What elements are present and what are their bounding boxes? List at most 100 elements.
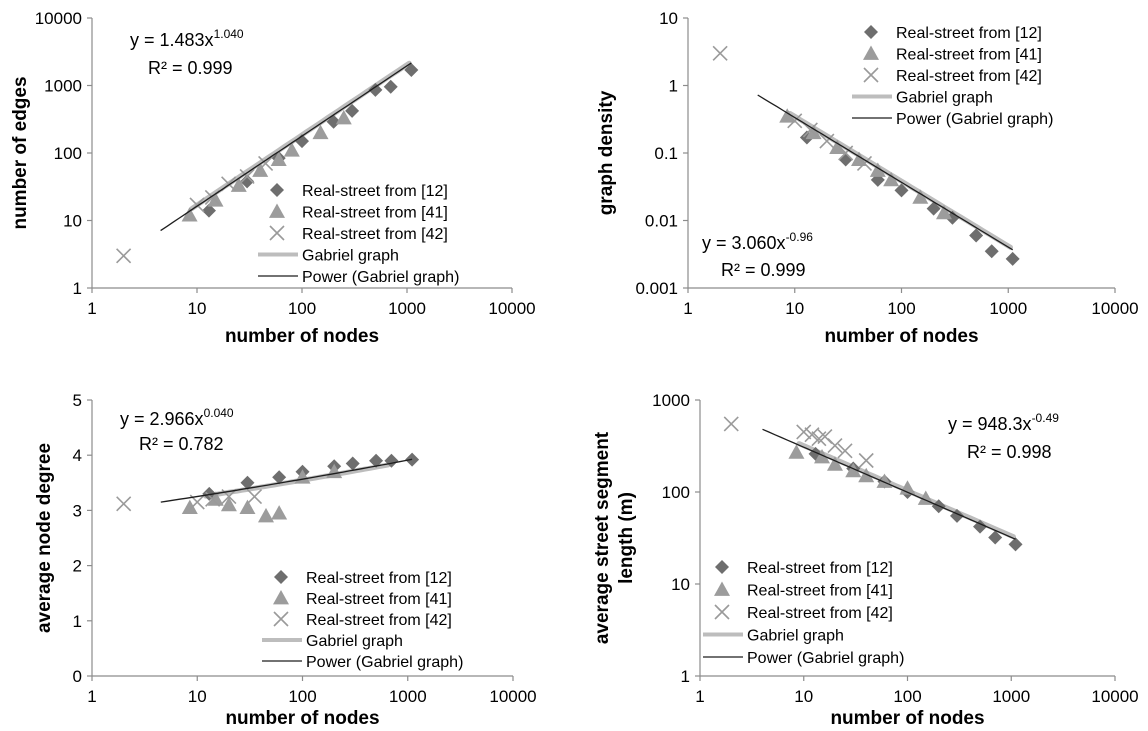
series-12-point: [240, 174, 255, 189]
series-42-point: [856, 155, 873, 172]
series-41-point: [845, 462, 862, 478]
series-41-point: [312, 124, 329, 140]
y-tick-label: 0: [73, 667, 82, 686]
x-tick-label: 10: [188, 299, 207, 318]
series-41-point: [912, 189, 929, 204]
series-42-point: [239, 168, 255, 184]
legend-series-42-marker: [714, 604, 730, 620]
series-41-point: [335, 110, 352, 125]
chart-1: 1 10 100 1000 10000 1 10 100 1000 10000 number of …: [10, 9, 536, 347]
series-12-point: [369, 453, 384, 468]
series-12-point: [894, 183, 909, 198]
x-tick-label: 100: [893, 687, 921, 706]
fit-equation: y = 948.3x-0.49: [948, 411, 1059, 434]
series-42-point: [838, 145, 854, 161]
legend: Real-street from [12] Real-street from [4…: [703, 560, 904, 667]
y-tick-label: 0.1: [654, 144, 678, 163]
y-tick-label: 1: [669, 77, 678, 96]
series-12-point: [984, 244, 999, 259]
legend-series-42-label: Real-street from [42]: [747, 605, 893, 622]
x-tick-label: 10: [794, 687, 813, 706]
series-12-point: [368, 82, 383, 97]
power-fit-line: [757, 94, 1014, 251]
x-tick-label: 1: [87, 299, 96, 318]
legend: Real-street from [12] Real-street from [4…: [262, 570, 463, 671]
legend-series-42-marker: [273, 611, 289, 627]
y-tick-label: 3: [73, 501, 82, 520]
legend-power-label: Power (Gabriel graph): [302, 269, 459, 286]
y-tick-label: 100: [54, 144, 82, 163]
series-41-point: [788, 444, 805, 459]
x-axis-title: number of nodes: [824, 326, 978, 347]
series-41-point: [869, 162, 886, 177]
series-41-point: [270, 151, 287, 166]
chart-4: 1 10 100 1000 10000 1 10 100 1000 number of nodes…: [592, 391, 1139, 729]
series-12-point: [404, 62, 419, 77]
series-12-point: [345, 456, 360, 471]
x-axis-title: number of nodes: [830, 708, 984, 729]
y-tick-label: 10: [671, 575, 690, 594]
series-41-point: [271, 505, 288, 520]
x-tick-label: 10: [785, 299, 804, 318]
x-axis-title: number of nodes: [225, 326, 379, 347]
x-tick-label: 1: [695, 687, 704, 706]
legend-power-label: Power (Gabriel graph): [747, 650, 904, 667]
chart-2: 1 10 100 1000 10000 0.001 0.01 0.1 1 10 number of …: [596, 9, 1139, 347]
series-12-point: [201, 203, 216, 218]
series-12-point: [838, 152, 853, 167]
legend-series-41-label: Real-street from [41]: [306, 591, 452, 608]
series-42-point: [116, 248, 132, 264]
series-12-point: [240, 475, 255, 490]
series-41-point: [181, 499, 198, 515]
series-42-point: [723, 416, 739, 432]
series-42-point: [804, 427, 820, 443]
legend-series-42-label: Real-street from [42]: [896, 68, 1042, 85]
series-41-point: [883, 171, 900, 187]
legend-series-12-marker: [270, 183, 284, 197]
legend-gabriel-label: Gabriel graph: [302, 248, 399, 265]
series-12-point: [383, 79, 398, 94]
series-41-point: [258, 507, 275, 523]
legend-series-41-label: Real-street from [41]: [896, 47, 1042, 64]
series-12-point: [988, 530, 1003, 545]
fit-r-squared: R² = 0.999: [148, 58, 233, 78]
power-fit-line: [160, 458, 413, 503]
series-12-point: [973, 519, 988, 534]
y-tick-label: 10: [63, 212, 82, 231]
series-41-point: [207, 491, 224, 506]
y-tick-label: 10000: [35, 9, 82, 28]
y-tick-label: 4: [73, 446, 82, 465]
y-tick-label: 1000: [44, 77, 82, 96]
series-42-point: [712, 45, 728, 61]
y-tick-label: 100: [662, 483, 690, 502]
y-tick-label: 10: [659, 9, 678, 28]
series-12-point: [326, 114, 341, 129]
y-axis-title: average street segment length (m): [592, 431, 637, 644]
legend: Real-street from [12] Real-street from [4…: [258, 183, 459, 286]
legend-gabriel-label: Gabriel graph: [896, 90, 993, 107]
series-42-point: [258, 155, 274, 172]
x-tick-label: 10000: [489, 687, 536, 706]
y-axis-title: average node degree: [34, 443, 55, 633]
legend-series-41-marker: [273, 590, 289, 605]
series-42-point: [116, 496, 132, 512]
series-41-point: [207, 192, 224, 207]
series-41-point: [283, 142, 300, 157]
x-tick-label: 1: [683, 299, 692, 318]
legend-series-12-marker: [715, 560, 729, 574]
series-41-point: [805, 124, 822, 140]
legend-power-label: Power (Gabriel graph): [306, 654, 463, 671]
legend-series-41-marker: [714, 581, 730, 596]
x-tick-label: 100: [887, 299, 915, 318]
series-42-point: [817, 429, 833, 445]
series-12-point: [1005, 251, 1020, 266]
legend-series-41-label: Real-street from [41]: [302, 205, 448, 222]
y-tick-label: 1000: [652, 391, 690, 410]
y-tick-label: 5: [73, 391, 82, 410]
legend-series-42-marker: [863, 67, 879, 83]
legend-gabriel-label: Gabriel graph: [747, 628, 844, 645]
y-tick-label: 1: [73, 279, 82, 298]
legend-series-42-label: Real-street from [42]: [302, 226, 448, 243]
